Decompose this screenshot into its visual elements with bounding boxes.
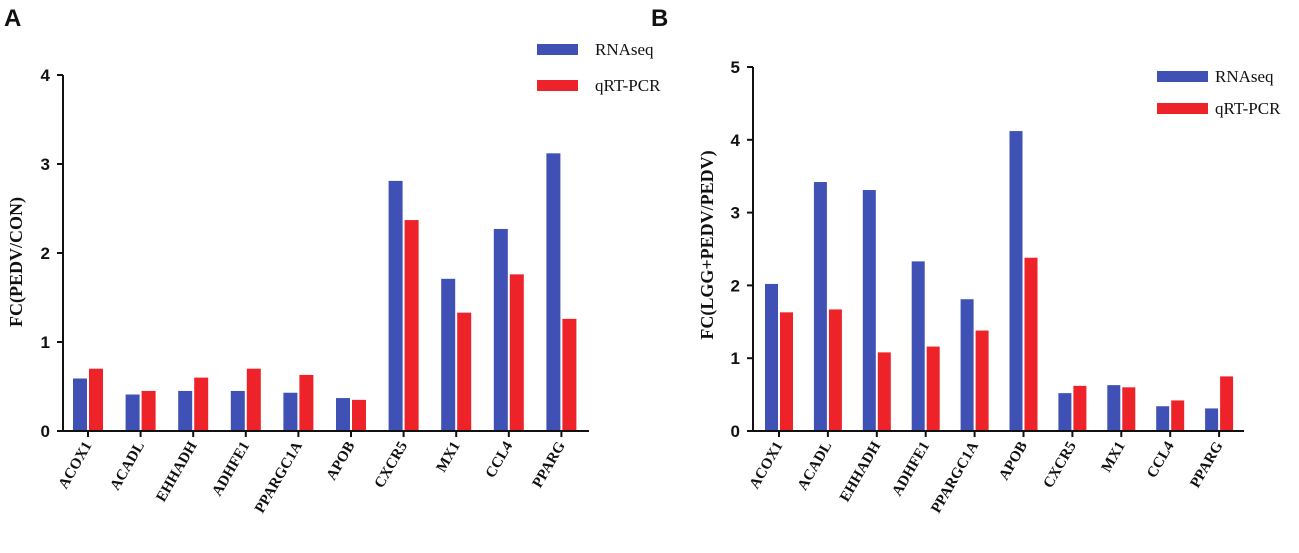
panel-a-y-tick-label: 2	[41, 244, 50, 263]
panel-a-y-tick-label: 0	[41, 422, 50, 441]
panel-b-bar-rnaseq-acox1	[765, 283, 778, 431]
panel-b-x-tick-label-mx1: MX1	[1099, 439, 1129, 475]
panel-b-y-tick-label: 0	[731, 422, 740, 441]
panel-a-letter: A	[4, 5, 21, 32]
panel-a-legend-label-rnaseq: RNAseq	[595, 40, 654, 59]
panel-a-bar-rnaseq-cxcr5	[388, 180, 403, 431]
panel-a-bar-rnaseq-ccl4	[493, 228, 508, 431]
panel-a-y-tick-label: 3	[41, 155, 50, 174]
panel-b-y-tick-label: 2	[731, 276, 740, 295]
panel-a-x-tick-label-pparg: PPARG	[530, 439, 569, 491]
panel-a-bar-rnaseq-adhfe1	[230, 390, 245, 431]
panel-b-bar-rnaseq-acadl	[813, 182, 827, 431]
panel-b-x-tick-label-apob: APOB	[996, 439, 1031, 483]
panel-b-bar-qrt-pcr-cxcr5	[1073, 385, 1087, 431]
panel-a-bar-qrt-pcr-ppargc1a	[299, 374, 314, 431]
panel-b-bar-rnaseq-cxcr5	[1058, 393, 1072, 431]
panel-b-y-tick-label: 4	[731, 131, 741, 150]
panel-a-bar-qrt-pcr-ehhadh	[194, 377, 209, 431]
panel-b-x-tick-label-ppargc1a: PPARGC1A	[928, 439, 982, 516]
panel-a-x-tick-label-cxcr5: CXCR5	[372, 439, 411, 491]
panel-a-x-tick-label-ccl4: CCL4	[483, 439, 517, 481]
panel-b-x-tick-label-ehhadh: EHHADH	[837, 439, 884, 505]
panel-a-bar-qrt-pcr-adhfe1	[246, 368, 261, 431]
panel-a-x-tick-label-acox1: ACOX1	[56, 439, 96, 492]
panel-b-bar-qrt-pcr-apob	[1024, 257, 1038, 431]
panel-b-bar-qrt-pcr-ppargc1a	[975, 330, 989, 431]
panel-a-y-tick-label: 1	[41, 333, 50, 352]
panel-a-bar-rnaseq-mx1	[441, 278, 456, 431]
panel-a-bar-qrt-pcr-apob	[352, 399, 366, 431]
panel-a-bar-rnaseq-acadl	[125, 394, 140, 431]
panel-b-bar-rnaseq-apob	[1009, 131, 1023, 431]
panel-b-y-tick-label: 5	[731, 58, 740, 77]
panel-b-x-tick-label-adhfe1: ADHFE1	[889, 439, 933, 499]
panel-b-bar-rnaseq-pparg	[1205, 408, 1219, 431]
panel-a-bar-rnaseq-ppargc1a	[283, 392, 298, 431]
panel-b-y-tick-label: 3	[731, 204, 740, 223]
panel-b-y-axis-label: FC(LGG+PEDV/PEDV)	[697, 150, 718, 339]
panel-a-x-tick-label-adhfe1: ADHFE1	[209, 439, 253, 499]
panel-a-bar-rnaseq-pparg	[546, 153, 561, 431]
panel-b-bar-qrt-pcr-adhfe1	[926, 346, 940, 431]
panel-b-legend-label-rnaseq: RNAseq	[1215, 67, 1274, 86]
panel-a-legend-swatch-qrt-pcr	[537, 80, 578, 91]
panel-b-x-tick-label-ccl4: CCL4	[1144, 439, 1178, 481]
panel-a-x-tick-label-ehhadh: EHHADH	[153, 439, 200, 505]
panel-a-y-axis-label: FC(PEDV/CON)	[6, 197, 27, 327]
panel-a-bar-qrt-pcr-cxcr5	[404, 220, 419, 431]
panel-b-legend-swatch-rnaseq	[1157, 71, 1208, 82]
panel-a-bar-qrt-pcr-mx1	[457, 312, 472, 431]
panel-a-x-tick-label-apob: APOB	[324, 439, 359, 483]
panel-a-bar-qrt-pcr-ccl4	[509, 274, 524, 431]
panel-b-y-tick-label: 1	[731, 349, 740, 368]
panel-a-legend-label-qrt-pcr: qRT-PCR	[595, 76, 661, 95]
panel-b-bar-rnaseq-mx1	[1107, 385, 1121, 431]
panel-a-legend-swatch-rnaseq	[537, 44, 578, 55]
panel-b-bar-rnaseq-ccl4	[1156, 406, 1170, 431]
panel-b-bar-qrt-pcr-acox1	[780, 312, 793, 431]
panel-a-bar-rnaseq-apob	[336, 398, 350, 431]
panel-b-x-tick-label-acadl: ACADL	[795, 439, 836, 493]
panel-a-x-tick-label-acadl: ACADL	[108, 439, 149, 493]
panel-a-x-tick-label-mx1: MX1	[434, 439, 464, 475]
panel-b-bar-rnaseq-adhfe1	[911, 261, 925, 431]
panel-b-x-tick-label-acox1: ACOX1	[747, 439, 787, 492]
panel-b-x-tick-label-cxcr5: CXCR5	[1041, 439, 1080, 491]
panel-b-bar-qrt-pcr-pparg	[1220, 376, 1234, 431]
panel-a-y-tick-label: 4	[41, 66, 51, 85]
panel-a-bar-rnaseq-acox1	[73, 378, 87, 431]
panel-a-bar-qrt-pcr-acox1	[89, 368, 103, 431]
panel-b-bar-qrt-pcr-mx1	[1122, 387, 1136, 431]
panel-a-bar-rnaseq-ehhadh	[178, 390, 193, 431]
panel-b-bar-rnaseq-ehhadh	[862, 190, 876, 431]
panel-b-x-tick-label-pparg: PPARG	[1187, 439, 1226, 491]
panel-b-bar-qrt-pcr-ccl4	[1171, 400, 1185, 431]
panel-b-bar-qrt-pcr-acadl	[828, 309, 842, 431]
panel-b-bar-qrt-pcr-ehhadh	[877, 352, 891, 431]
panel-b-legend-swatch-qrt-pcr	[1157, 103, 1208, 114]
panel-b-bar-rnaseq-ppargc1a	[960, 299, 974, 431]
panel-b-letter: B	[651, 5, 668, 32]
panel-b-legend-label-qrt-pcr: qRT-PCR	[1215, 99, 1281, 118]
panel-a-x-tick-label-ppargc1a: PPARGC1A	[252, 439, 306, 516]
panel-a-bar-qrt-pcr-acadl	[141, 390, 156, 431]
panel-a-bar-qrt-pcr-pparg	[562, 318, 577, 431]
